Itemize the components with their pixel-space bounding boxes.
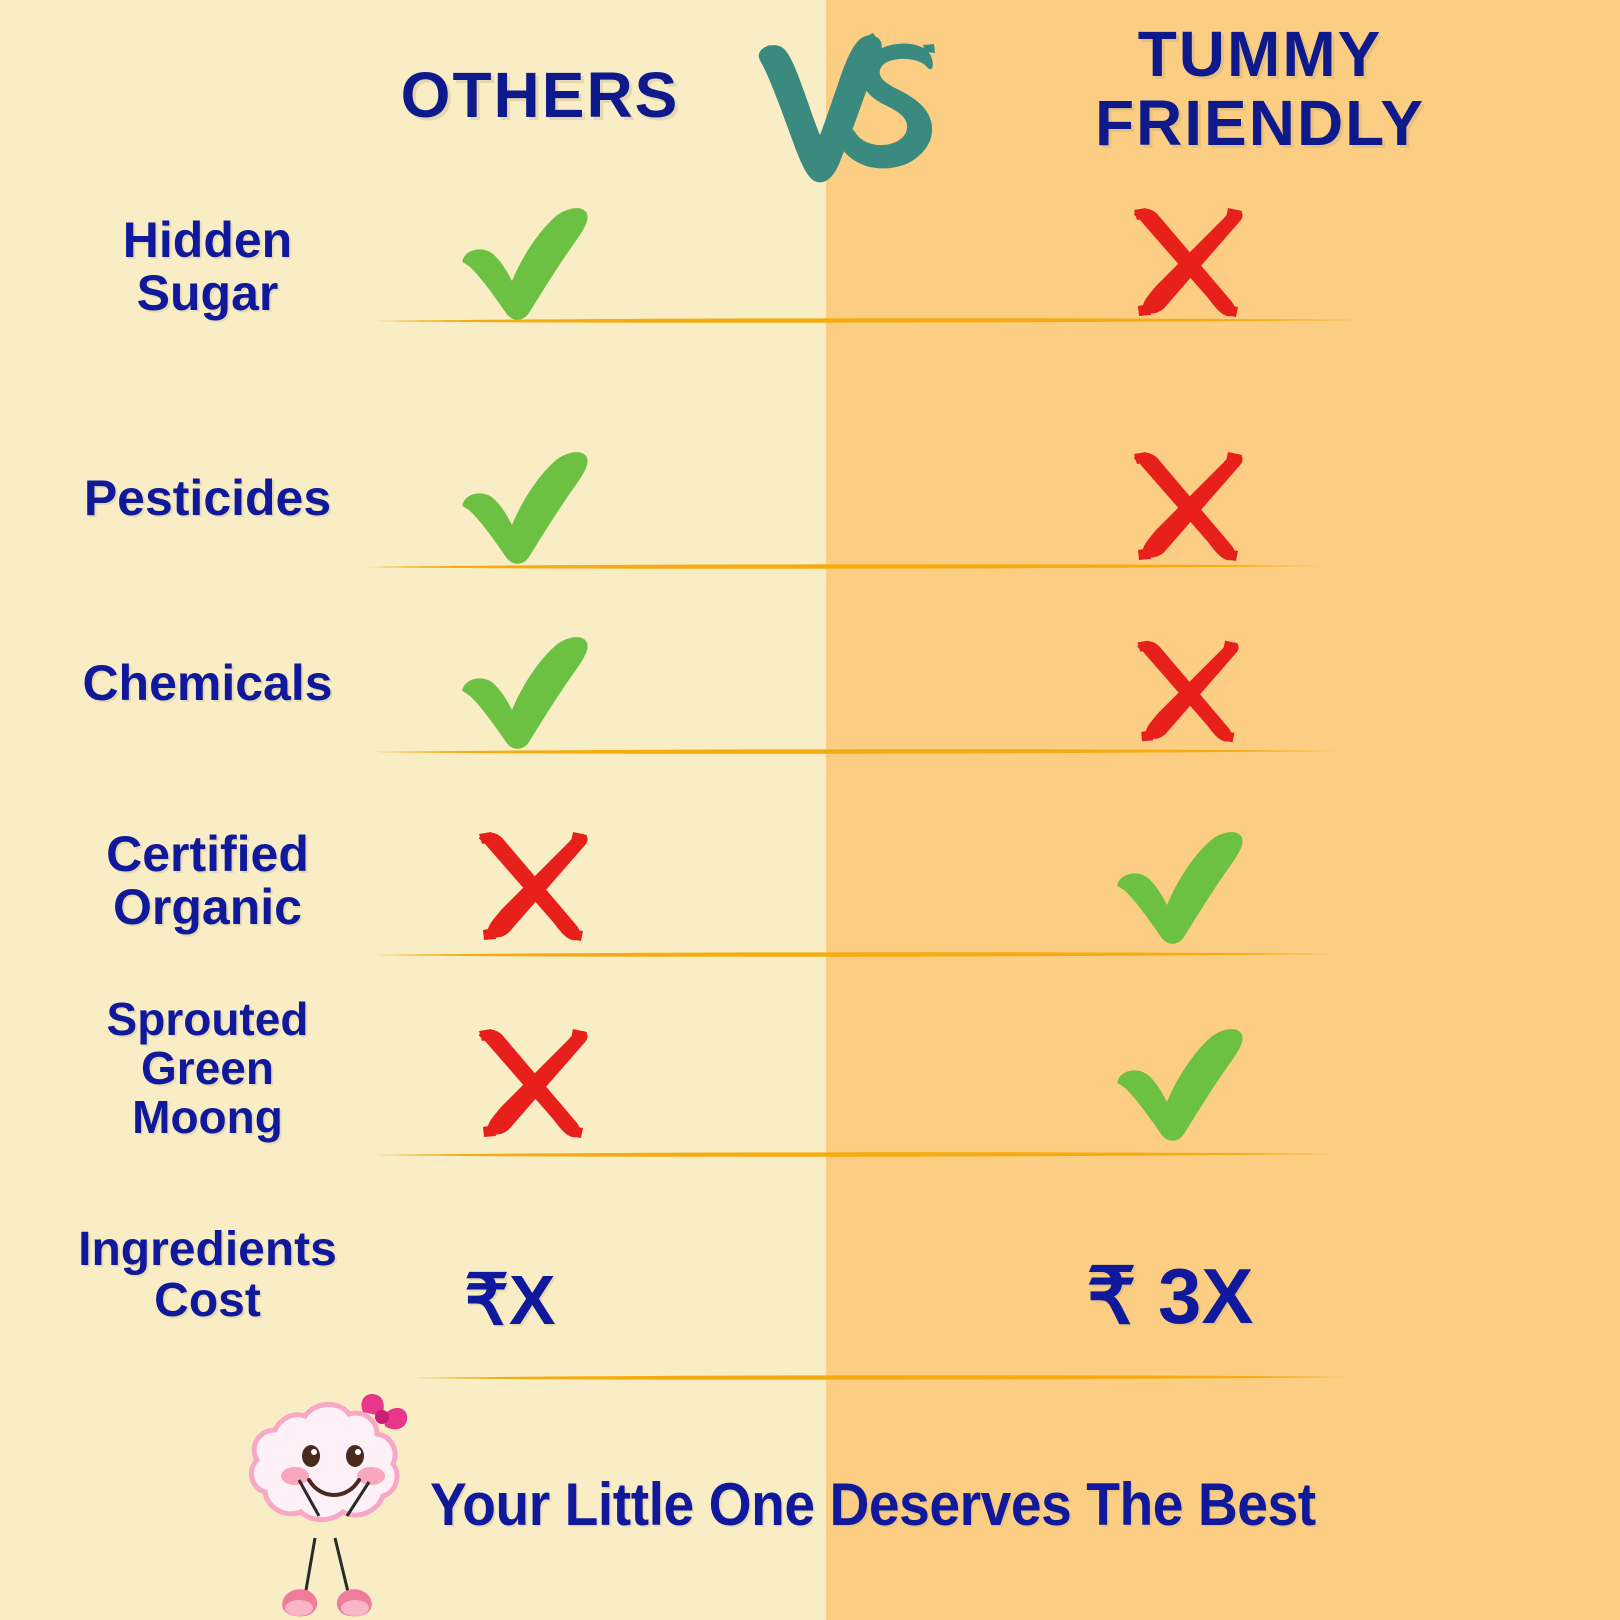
row-label-line: Sugar [136,265,279,321]
cost-value-others: ₹X [464,1261,556,1339]
column-header-others: OTHERS [400,59,680,131]
column-header-line-1: TUMMY [1137,18,1383,90]
check-icon [1116,1029,1243,1141]
cell-others-ingredients-cost: ₹X [400,1235,620,1365]
row-label-line: Cost [154,1273,261,1327]
row-separator [375,1150,1340,1159]
cost-value-tummy: ₹ 3X [1086,1251,1254,1340]
row-label-line: Ingredients [78,1223,337,1276]
row-label-line: Pesticides [83,470,332,526]
row-label-line: Hidden [122,212,293,268]
row-separator [375,950,1340,959]
table-row: Hidden Sugar [0,196,1620,328]
row-label-line: Chemicals [82,655,333,711]
check-icon [1116,832,1243,944]
row-label-line: Sprouted [106,993,309,1045]
row-label-line: Green [141,1041,274,1094]
cross-icon [1137,640,1239,743]
cell-others-pesticides [420,440,640,570]
row-label-chemicals: Chemicals [35,657,380,710]
row-separator [415,1373,1355,1382]
row-separator [375,747,1340,756]
cross-icon [478,832,588,941]
check-icon [461,208,588,320]
cell-others-certified-organic [420,820,640,950]
others-column-background [0,0,826,1620]
table-row: Sprouted Green Moong [0,995,1620,1160]
cell-others-hidden-sugar [420,196,640,326]
cross-icon [478,1029,588,1138]
cell-tummy-hidden-sugar [1075,196,1295,326]
row-label-hidden-sugar: Hidden Sugar [35,214,380,320]
column-header-line-2: FRIENDLY [1094,87,1426,160]
check-icon [461,637,588,749]
header: OTHERS TUMMY FRIENDLY [0,0,1620,195]
row-label-ingredients-cost: Ingredients Cost [35,1223,380,1327]
tummy-friendly-column-background [826,0,1620,1620]
cell-tummy-certified-organic [1075,820,1295,950]
table-row: Pesticides [0,440,1620,575]
row-separator [375,316,1365,325]
cross-icon [1133,452,1243,561]
row-label-sprouted-green-moong: Sprouted Green Moong [35,995,380,1141]
cell-others-sprouted-green-moong [420,1017,640,1147]
table-row: Chemicals [0,625,1620,760]
table-row: Ingredients Cost ₹X ₹ 3X [0,1223,1620,1385]
cell-others-chemicals [420,625,640,755]
cell-tummy-pesticides [1075,440,1295,570]
cloud-mascot-icon [243,1388,408,1620]
footer-tagline: Your Little One Deserves The Best [430,1471,1316,1538]
cell-tummy-chemicals [1075,625,1295,755]
cell-tummy-sprouted-green-moong [1075,1017,1295,1147]
cross-icon [1133,208,1243,317]
column-header-tummy-friendly: TUMMY FRIENDLY [955,18,1565,160]
table-row: Certified Organic [0,820,1620,960]
row-label-line: Moong [132,1090,283,1143]
row-separator [363,562,1328,571]
vs-icon [745,18,935,193]
row-label-line: Certified [106,826,309,882]
cell-tummy-ingredients-cost: ₹ 3X [1060,1231,1280,1361]
row-label-pesticides: Pesticides [35,472,380,525]
row-label-line: Organic [113,879,302,935]
check-icon [461,452,588,564]
row-label-certified-organic: Certified Organic [35,828,380,934]
